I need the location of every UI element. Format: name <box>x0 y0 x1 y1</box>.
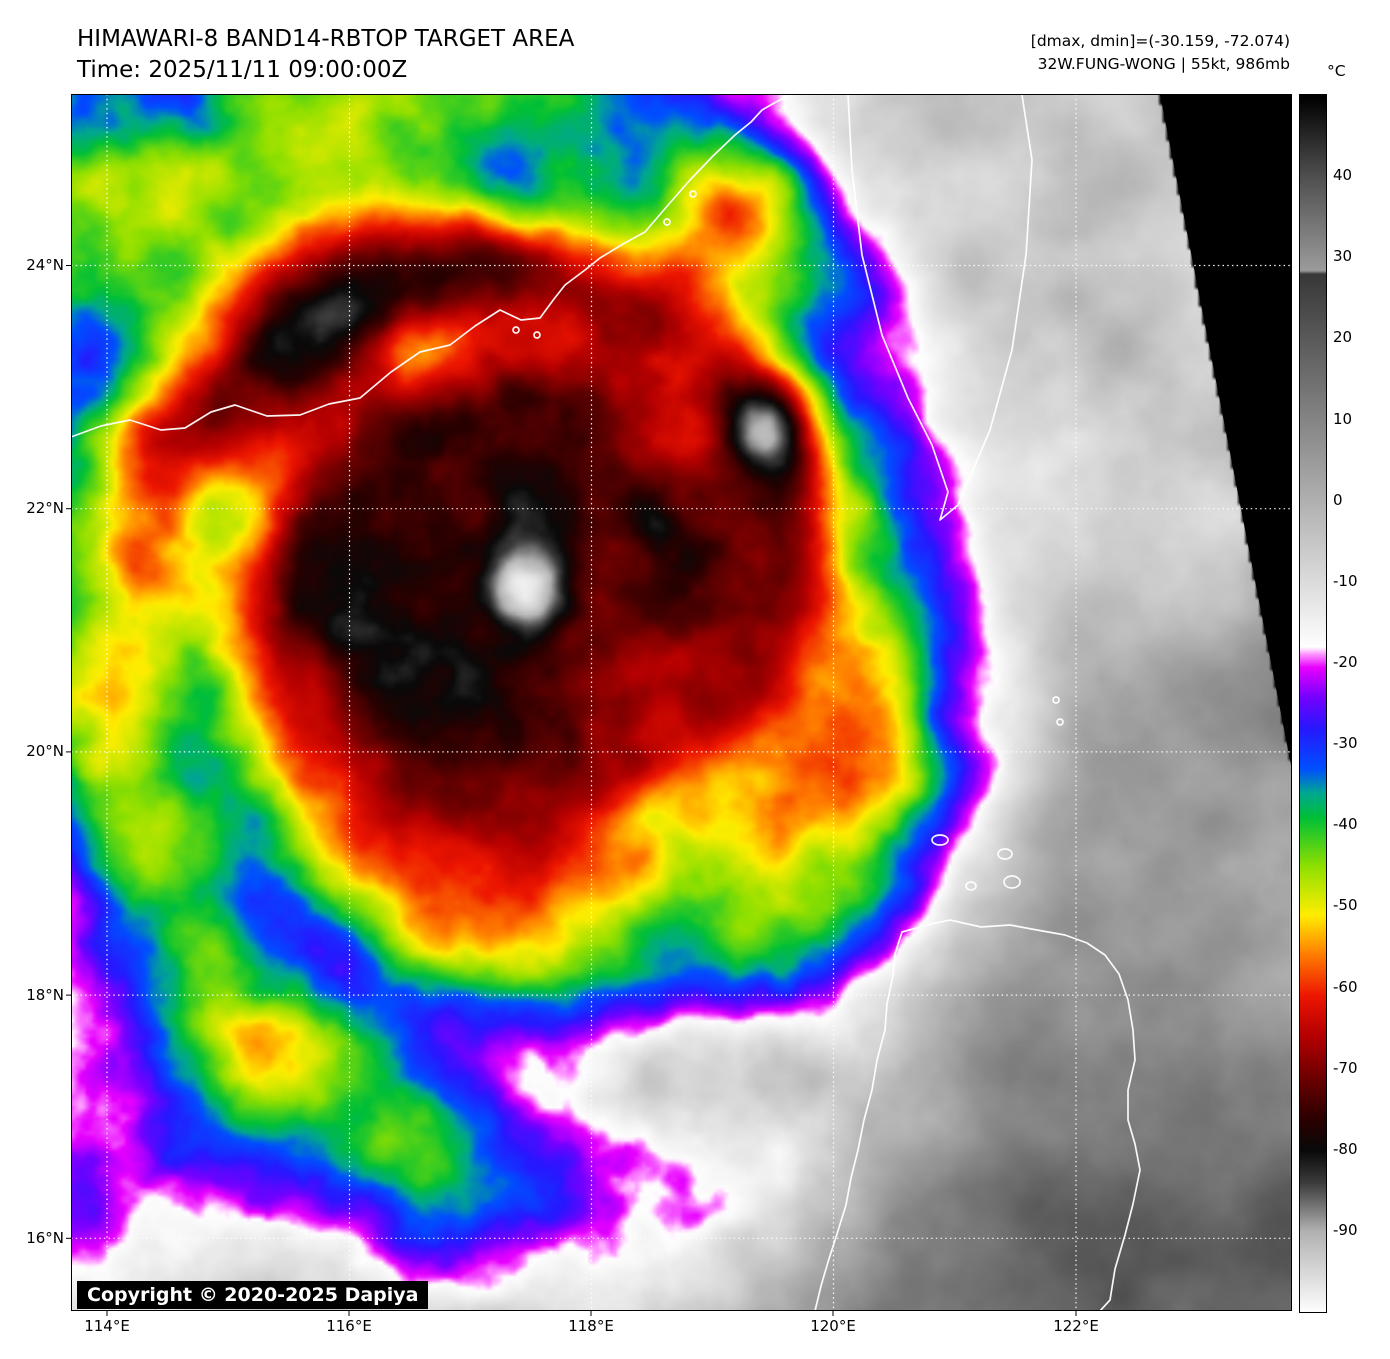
colorbar-tick-m70: -70 <box>1333 1059 1358 1077</box>
colorbar-tick-40: 40 <box>1333 166 1353 184</box>
colorbar-tick-20: 20 <box>1333 328 1353 346</box>
colorbar-tick-m80: -80 <box>1333 1140 1358 1158</box>
lon-label-118e: 118°E <box>568 1317 614 1335</box>
lat-label-20n: 20°N <box>26 742 64 760</box>
colorbar-tick-m40: -40 <box>1333 815 1358 833</box>
colorbar-tick-m20: -20 <box>1333 653 1358 671</box>
plot-time: Time: 2025/11/11 09:00:00Z <box>77 57 408 83</box>
colorbar-tick-m90: -90 <box>1333 1221 1358 1239</box>
header-right-block: [dmax, dmin]=(-30.159, -72.074) 32W.FUNG… <box>1031 30 1290 76</box>
lon-label-114e: 114°E <box>84 1317 130 1335</box>
lat-label-18n: 18°N <box>26 986 64 1004</box>
plot-title-block: HIMAWARI-8 BAND14-RBTOP TARGET AREA Time… <box>77 24 574 86</box>
lon-label-120e: 120°E <box>810 1317 856 1335</box>
storm-info-label: 32W.FUNG-WONG | 55kt, 986mb <box>1037 55 1290 73</box>
colorbar-tick-m10: -10 <box>1333 572 1358 590</box>
lon-label-116e: 116°E <box>326 1317 372 1335</box>
copyright-banner: Copyright © 2020-2025 Dapiya <box>77 1281 429 1309</box>
colorbar-gradient <box>1300 95 1326 1312</box>
colorbar-tick-m30: -30 <box>1333 734 1358 752</box>
colorbar-tick-10: 10 <box>1333 410 1353 428</box>
colorbar-unit-label: °C <box>1327 62 1346 80</box>
lat-label-16n: 16°N <box>26 1229 64 1247</box>
colorbar <box>1299 94 1327 1313</box>
colorbar-tick-m60: -60 <box>1333 978 1358 996</box>
colorbar-tick-0: 0 <box>1333 491 1343 509</box>
satellite-image <box>71 94 1292 1311</box>
lat-label-24n: 24°N <box>26 256 64 274</box>
dmax-dmin-label: [dmax, dmin]=(-30.159, -72.074) <box>1030 32 1290 50</box>
lat-label-22n: 22°N <box>26 499 64 517</box>
lon-label-122e: 122°E <box>1053 1317 1099 1335</box>
plot-title: HIMAWARI-8 BAND14-RBTOP TARGET AREA <box>77 26 575 52</box>
colorbar-tick-m50: -50 <box>1333 896 1358 914</box>
colorbar-tick-30: 30 <box>1333 247 1353 265</box>
